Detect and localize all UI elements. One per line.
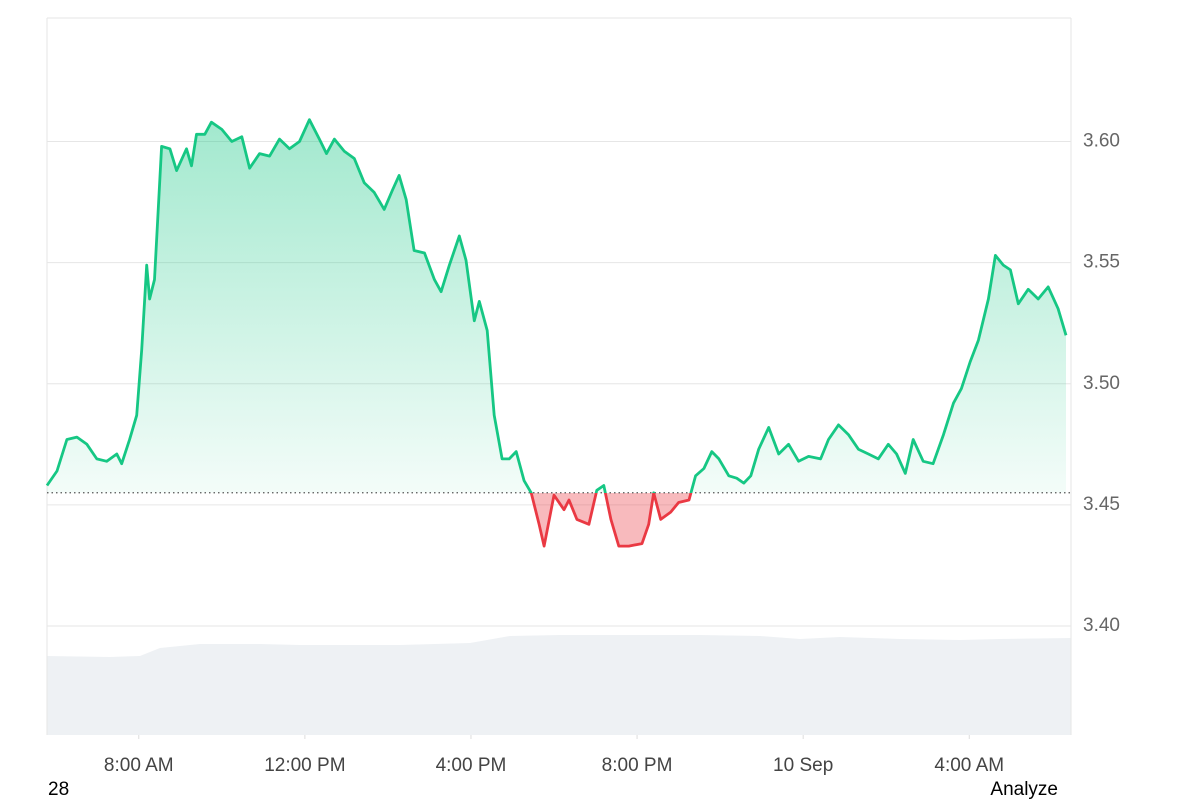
x-tick-label: 10 Sep bbox=[773, 755, 833, 776]
x-tick-label: 8:00 AM bbox=[104, 755, 174, 776]
y-tick-label: 3.45 bbox=[1083, 494, 1120, 515]
volume-background bbox=[47, 635, 1071, 735]
y-tick-label: 3.40 bbox=[1083, 615, 1120, 636]
price-line bbox=[45, 118, 1068, 548]
y-tick-label: 3.60 bbox=[1083, 131, 1120, 152]
x-tick-label: 4:00 PM bbox=[436, 755, 507, 776]
analyze-button[interactable]: Analyze bbox=[990, 779, 1058, 800]
x-tick-label: 4:00 AM bbox=[934, 755, 1004, 776]
footer-left: 28 bbox=[48, 779, 69, 800]
area-fill bbox=[47, 119, 1066, 547]
x-tick-label: 12:00 PM bbox=[264, 755, 345, 776]
y-tick-label: 3.55 bbox=[1083, 252, 1120, 273]
x-tick-label: 8:00 PM bbox=[602, 755, 673, 776]
y-tick-label: 3.50 bbox=[1083, 373, 1120, 394]
